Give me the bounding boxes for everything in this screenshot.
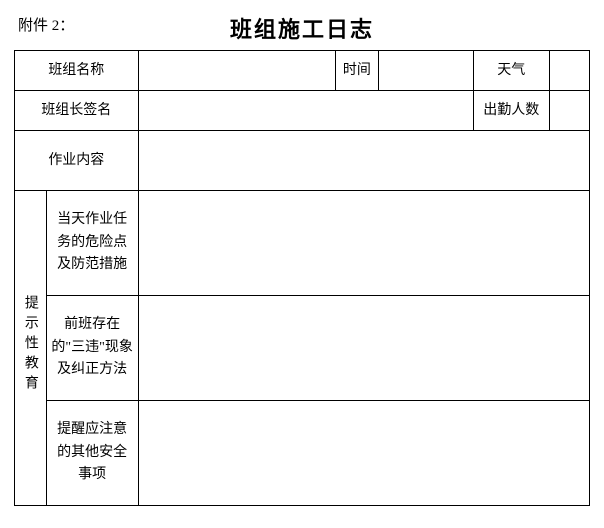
label-team-name: 班组名称 xyxy=(15,51,139,91)
value-time xyxy=(378,51,473,91)
label-attendance: 出勤人数 xyxy=(473,91,549,131)
label-time: 时间 xyxy=(335,51,378,91)
value-work-content xyxy=(138,131,589,191)
value-edu-item2 xyxy=(138,296,589,401)
value-leader-sign xyxy=(138,91,473,131)
label-edu-item2: 前班存在的"三违"现象及纠正方法 xyxy=(46,296,138,401)
header-row: 附件 2： 班组施工日志 xyxy=(14,12,590,42)
row-team-time-weather: 班组名称 时间 天气 xyxy=(15,51,590,91)
row-work-content: 作业内容 xyxy=(15,131,590,191)
row-edu-item1: 提示性教育 当天作业任务的危险点及防范措施 xyxy=(15,191,590,296)
value-weather xyxy=(549,51,589,91)
label-edu-item1: 当天作业任务的危险点及防范措施 xyxy=(46,191,138,296)
row-leader-attendance: 班组长签名 出勤人数 xyxy=(15,91,590,131)
page-title: 班组施工日志 xyxy=(14,12,590,44)
label-work-content: 作业内容 xyxy=(15,131,139,191)
label-edu-section: 提示性教育 xyxy=(15,191,47,506)
value-edu-item3 xyxy=(138,401,589,506)
value-edu-item1 xyxy=(138,191,589,296)
label-edu-section-text: 提示性教育 xyxy=(20,295,41,395)
log-table: 班组名称 时间 天气 班组长签名 出勤人数 作业内容 提示性教育 当天作业任务的… xyxy=(14,50,590,506)
value-team-name xyxy=(138,51,335,91)
row-edu-item2: 前班存在的"三违"现象及纠正方法 xyxy=(15,296,590,401)
label-edu-item3: 提醒应注意的其他安全事项 xyxy=(46,401,138,506)
row-edu-item3: 提醒应注意的其他安全事项 xyxy=(15,401,590,506)
value-attendance xyxy=(549,91,589,131)
label-weather: 天气 xyxy=(473,51,549,91)
label-leader-sign: 班组长签名 xyxy=(15,91,139,131)
